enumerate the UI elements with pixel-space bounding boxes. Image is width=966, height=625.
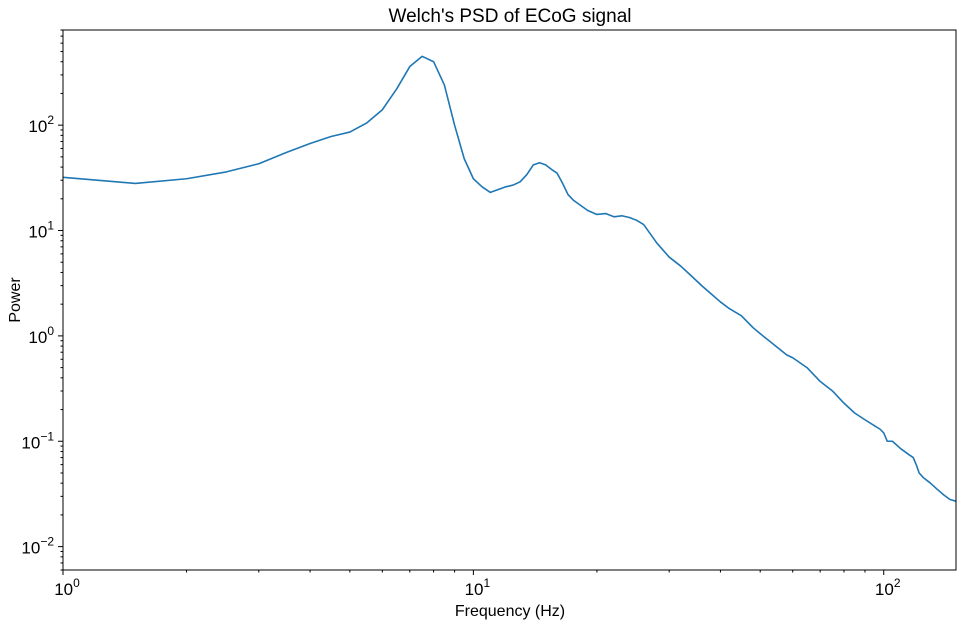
y-tick-label: 100 <box>28 324 54 347</box>
psd-series-line <box>62 55 957 502</box>
x-tick-label: 102 <box>875 576 901 599</box>
chart-title: Welch's PSD of ECoG signal <box>389 6 632 27</box>
x-tick-label: 100 <box>54 576 80 599</box>
x-tick-label: 101 <box>465 576 491 599</box>
y-axis-label: Power <box>7 277 24 323</box>
y-tick-label: 102 <box>28 113 54 136</box>
plot-frame <box>62 29 957 571</box>
x-axis-ticks: 100 101 102 <box>54 570 901 599</box>
x-axis-label: Frequency (Hz) <box>455 603 565 620</box>
y-tick-label: 10−2 <box>21 535 54 558</box>
y-axis-ticks: 10−2 10−1 100 101 102 <box>21 29 63 571</box>
y-tick-label: 101 <box>28 219 54 242</box>
y-tick-label: 10−1 <box>21 429 54 452</box>
